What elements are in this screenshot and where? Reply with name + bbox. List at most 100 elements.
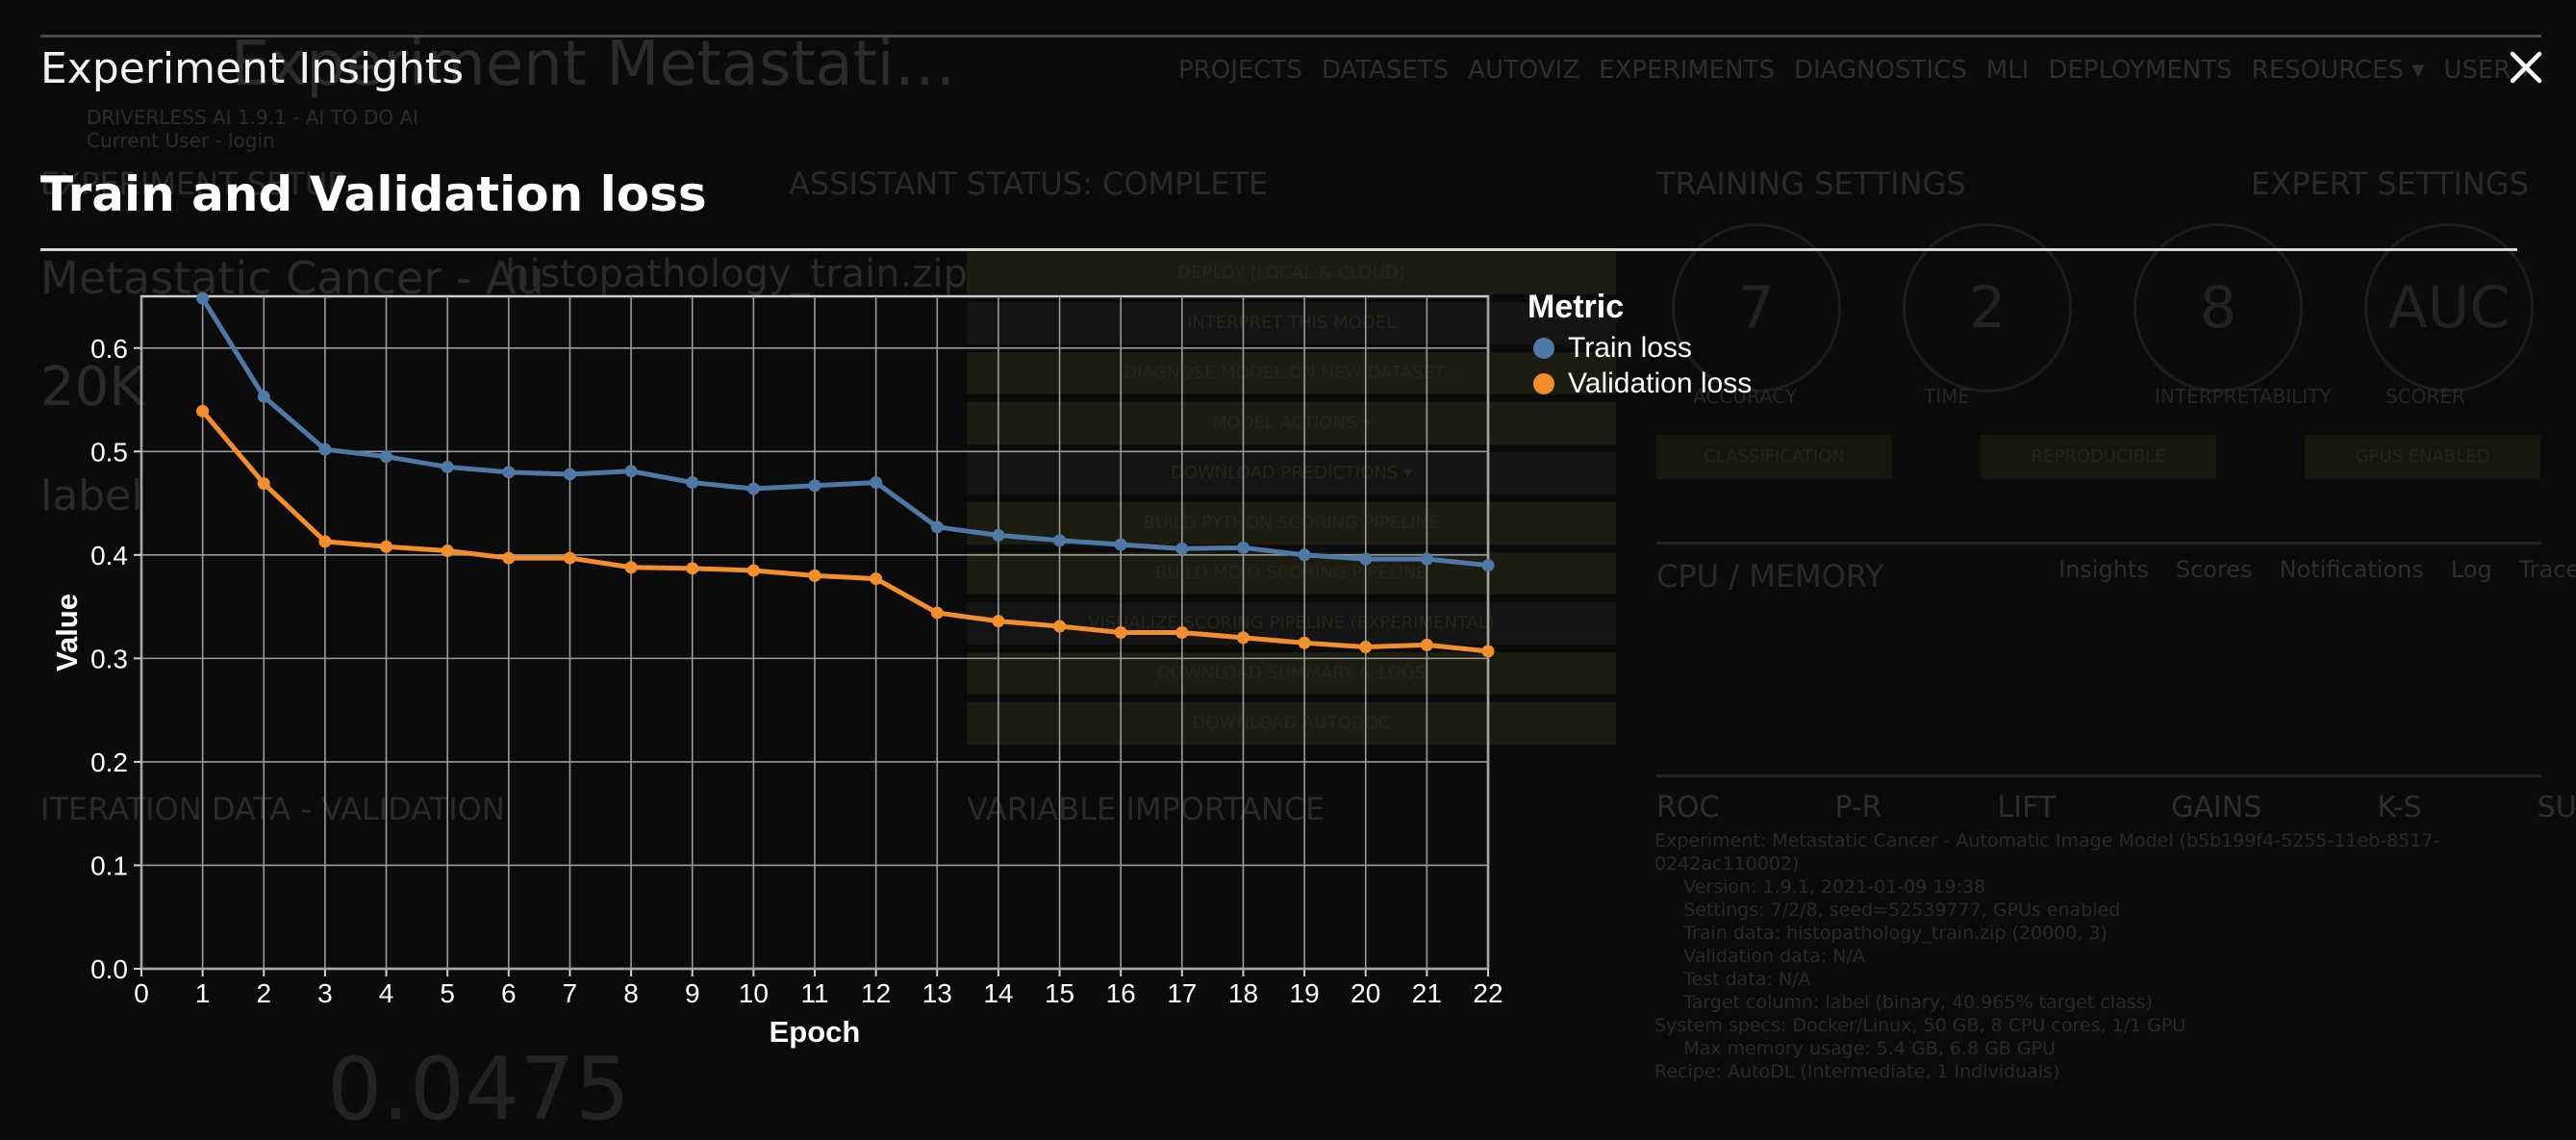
nav-item[interactable]: DATASETS <box>1321 56 1450 85</box>
data-point[interactable] <box>441 545 454 558</box>
data-point[interactable] <box>1114 626 1127 639</box>
data-point[interactable] <box>196 291 210 305</box>
training-dataset-value: histopathology_train.zip <box>505 252 968 296</box>
data-point[interactable] <box>1236 631 1250 645</box>
data-point[interactable] <box>380 450 393 464</box>
data-point[interactable] <box>808 569 821 582</box>
data-point[interactable] <box>930 606 944 620</box>
legend-item[interactable]: Validation loss <box>1528 366 1752 401</box>
roc-tab[interactable]: LIFT <box>1997 791 2057 824</box>
data-point[interactable] <box>686 562 699 575</box>
data-point[interactable] <box>992 615 1005 628</box>
x-tick-label: 18 <box>1228 978 1258 1008</box>
data-point[interactable] <box>1053 534 1067 547</box>
legend-label: Train loss <box>1568 331 1692 364</box>
data-point[interactable] <box>624 561 638 574</box>
data-point[interactable] <box>1298 548 1311 562</box>
data-point[interactable] <box>441 460 454 473</box>
data-point[interactable] <box>870 476 883 490</box>
data-point[interactable] <box>746 564 760 577</box>
status-action-button[interactable]: DEPLOY (LOCAL & CLOUD) <box>967 252 1616 294</box>
setting-dial[interactable]: 2 <box>1903 223 2072 393</box>
data-point[interactable] <box>808 479 821 493</box>
data-point[interactable] <box>870 572 883 586</box>
experiment-summary: Experiment: Metastatic Cancer - Automati… <box>1654 830 2440 1082</box>
data-point[interactable] <box>624 465 638 478</box>
status-action-button[interactable]: VISUALIZE SCORING PIPELINE (EXPERIMENTAL… <box>967 602 1616 645</box>
close-icon <box>2510 51 2542 84</box>
data-point[interactable] <box>1236 541 1250 554</box>
expert-settings-link[interactable]: EXPERT SETTINGS <box>2251 165 2529 202</box>
data-point[interactable] <box>930 520 944 534</box>
assistant-link[interactable]: ASSISTANT <box>789 165 957 202</box>
experiment-setup-heading: EXPERIMENT SETUP <box>40 165 346 202</box>
roc-tab[interactable]: P-R <box>1834 791 1882 824</box>
setting-dial[interactable]: 8 <box>2134 223 2303 393</box>
insight-tabs: Insights Scores Notifications Log Trace <box>2058 556 2576 583</box>
x-tick-label: 10 <box>739 978 769 1008</box>
data-point[interactable] <box>992 528 1005 542</box>
data-point[interactable] <box>1481 645 1495 658</box>
data-point[interactable] <box>1298 636 1311 649</box>
data-point[interactable] <box>1053 620 1067 633</box>
data-point[interactable] <box>257 390 270 403</box>
data-point[interactable] <box>257 477 270 491</box>
data-point[interactable] <box>746 482 760 495</box>
data-point[interactable] <box>1175 542 1189 555</box>
nav-item[interactable]: AUTOVIZ <box>1468 56 1580 85</box>
insight-tab[interactable]: Scores <box>2175 556 2253 583</box>
nav-item[interactable]: DIAGNOSTICS <box>1793 56 1967 85</box>
insight-tab[interactable]: Log <box>2450 556 2492 583</box>
data-point[interactable] <box>380 540 393 553</box>
data-point[interactable] <box>196 404 210 418</box>
data-point[interactable] <box>318 443 332 456</box>
x-tick-label: 8 <box>623 978 639 1008</box>
data-point[interactable] <box>1420 638 1433 651</box>
data-point[interactable] <box>686 476 699 490</box>
nav-item[interactable]: EXPERIMENTS <box>1599 56 1775 85</box>
setting-tag: REPRODUCIBLE <box>1981 435 2216 479</box>
status-action-button[interactable]: INTERPRET THIS MODEL <box>967 302 1616 344</box>
legend-item[interactable]: Train loss <box>1528 330 1752 366</box>
nav-item[interactable]: PROJECTS <box>1178 56 1302 85</box>
status-action-button[interactable]: DOWNLOAD PREDICTIONS ▾ <box>967 452 1616 494</box>
nav-item[interactable]: DEPLOYMENTS <box>2048 56 2233 85</box>
insight-tab[interactable]: Trace <box>2518 556 2576 583</box>
y-tick-label: 0.3 <box>90 644 128 673</box>
data-point[interactable] <box>1359 641 1373 654</box>
data-point[interactable] <box>1420 552 1433 566</box>
close-button[interactable] <box>2505 46 2547 89</box>
data-point[interactable] <box>1175 626 1189 639</box>
data-point[interactable] <box>502 466 516 479</box>
y-axis-title: Value <box>50 594 84 671</box>
status-action-button[interactable]: BUILD MOJO SCORING PIPELINE <box>967 552 1616 595</box>
data-point[interactable] <box>318 535 332 548</box>
insight-tab[interactable]: Notifications <box>2279 556 2424 583</box>
nav-item[interactable]: MLI <box>1985 56 2030 85</box>
data-point[interactable] <box>563 551 576 565</box>
data-point[interactable] <box>1114 538 1127 551</box>
data-point[interactable] <box>563 468 576 481</box>
status-action-button[interactable]: DIAGNOSE MODEL ON NEW DATASET... <box>967 352 1616 394</box>
series-line-1 <box>200 409 1489 654</box>
series-line-0 <box>200 296 1489 569</box>
status-action-button[interactable]: DOWNLOAD SUMMARY & LOGS <box>967 652 1616 695</box>
status-action-button[interactable]: MODEL ACTIONS ▾ <box>967 402 1616 444</box>
status-action-button[interactable]: DOWNLOAD AUTODOC <box>967 702 1616 745</box>
setting-dial[interactable]: 7 <box>1672 223 1841 393</box>
nav-item[interactable]: RESOURCES ▾ <box>2251 56 2425 85</box>
roc-tabs: ROC P-R LIFT GAINS K-S SUMMARY <box>1656 791 2576 824</box>
setting-dial[interactable]: AUC <box>2364 223 2534 393</box>
roc-tab[interactable]: GAINS <box>2171 791 2262 824</box>
roc-tab[interactable]: SUMMARY <box>2537 791 2576 824</box>
modal-top-divider <box>40 35 2541 38</box>
status-heading: STATUS: COMPLETE <box>967 165 1269 202</box>
roc-tab[interactable]: K-S <box>2377 791 2422 824</box>
experiment-insights-modal: Experiment Insights Train and Validation… <box>40 35 2547 1049</box>
roc-tab[interactable]: ROC <box>1656 791 1720 824</box>
data-point[interactable] <box>1359 552 1373 566</box>
data-point[interactable] <box>1481 559 1495 572</box>
data-point[interactable] <box>502 551 516 565</box>
insight-tab[interactable]: Insights <box>2058 556 2149 583</box>
x-tick-label: 14 <box>983 978 1013 1008</box>
